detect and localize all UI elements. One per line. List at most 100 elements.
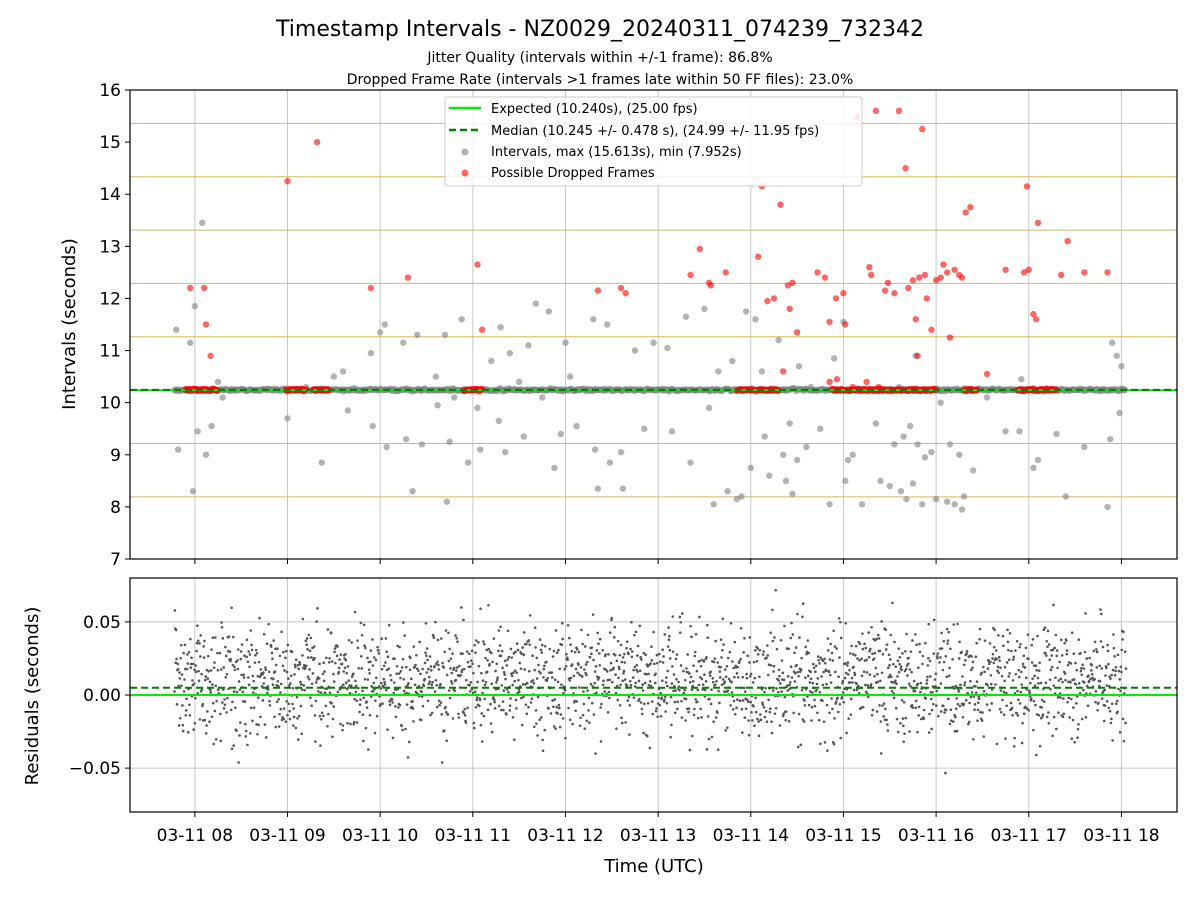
residual-point xyxy=(384,637,388,640)
residual-point xyxy=(279,691,282,694)
residual-point xyxy=(800,688,804,692)
residual-point xyxy=(197,679,201,683)
residual-point xyxy=(1113,655,1116,658)
residual-point xyxy=(829,673,832,677)
residual-point xyxy=(1094,700,1097,704)
residual-point xyxy=(927,731,931,734)
residual-point xyxy=(296,717,299,720)
residual-point xyxy=(177,684,180,688)
residual-point xyxy=(221,637,225,640)
residual-point xyxy=(738,660,741,663)
residual-point xyxy=(480,712,484,715)
residual-point xyxy=(746,700,750,704)
dropped-frame-point xyxy=(842,321,849,328)
residual-point xyxy=(793,651,796,655)
residual-point xyxy=(1106,643,1109,647)
residual-point xyxy=(502,708,505,712)
interval-point xyxy=(318,459,325,466)
residual-point xyxy=(490,651,493,655)
residual-point xyxy=(951,657,954,661)
residual-point xyxy=(676,700,680,703)
residual-point xyxy=(1050,654,1054,657)
intervals-y-axis-label: Intervals (seconds) xyxy=(59,238,80,410)
residual-point xyxy=(983,670,986,674)
x-tick-label: 03-11 18 xyxy=(1083,826,1159,846)
residual-point xyxy=(640,712,644,716)
dropped-frame-point xyxy=(478,326,486,333)
residual-point xyxy=(776,690,780,694)
residual-point xyxy=(377,652,381,655)
residual-point xyxy=(656,715,660,719)
interval-point xyxy=(886,482,893,490)
residual-point xyxy=(849,713,853,716)
residual-point xyxy=(402,621,405,624)
residual-point xyxy=(897,647,901,650)
residual-point xyxy=(444,629,448,632)
residual-point xyxy=(1116,653,1120,657)
residual-point xyxy=(294,665,297,669)
residual-point xyxy=(943,711,946,714)
residual-point xyxy=(430,683,434,686)
interval-point xyxy=(1113,352,1120,359)
residual-point xyxy=(465,678,468,682)
residual-point xyxy=(367,748,370,751)
residual-point xyxy=(1007,648,1010,652)
residual-point xyxy=(1109,721,1113,725)
residual-point xyxy=(915,643,918,647)
residual-point xyxy=(765,656,768,660)
residual-point xyxy=(607,690,611,694)
residual-point xyxy=(422,684,426,688)
residual-point xyxy=(999,689,1003,692)
interval-point xyxy=(173,326,180,333)
residual-point xyxy=(1122,630,1125,634)
residual-point xyxy=(747,719,750,722)
residual-point xyxy=(1032,699,1036,703)
residual-point xyxy=(926,664,930,667)
residual-point xyxy=(569,676,573,680)
residual-point xyxy=(1005,704,1009,708)
residual-point xyxy=(952,687,956,690)
residual-point xyxy=(318,714,322,718)
residual-point xyxy=(1039,681,1043,685)
residual-point xyxy=(763,715,767,719)
residual-point xyxy=(509,697,512,700)
intervals-y-tick-label: 13 xyxy=(99,237,121,257)
residual-point xyxy=(451,652,454,655)
residual-point xyxy=(998,707,1002,711)
residual-point xyxy=(636,644,640,648)
interval-point xyxy=(497,323,504,331)
residual-point xyxy=(735,672,739,675)
residual-point xyxy=(1013,736,1016,740)
residual-point xyxy=(508,709,511,712)
residual-point xyxy=(347,638,351,642)
interval-point xyxy=(872,420,880,427)
residual-point xyxy=(384,688,388,692)
residual-point xyxy=(703,673,706,676)
residual-point xyxy=(432,634,435,637)
residual-point xyxy=(396,644,399,648)
residual-point xyxy=(691,734,694,738)
residual-point xyxy=(952,623,956,626)
residual-point xyxy=(691,680,695,683)
residuals-y-tick-label: −0.05 xyxy=(69,759,121,779)
residual-point xyxy=(468,690,472,693)
residual-point xyxy=(411,700,414,703)
residual-point xyxy=(352,720,356,724)
interval-point xyxy=(464,459,472,466)
residual-point xyxy=(961,675,964,678)
residual-point xyxy=(188,703,191,707)
residual-point xyxy=(932,702,935,706)
residual-point xyxy=(684,697,688,701)
residual-point xyxy=(1094,690,1098,693)
residual-point xyxy=(445,739,449,743)
intervals-x-ticks xyxy=(194,559,1122,564)
residual-point xyxy=(178,671,181,674)
interval-point xyxy=(539,394,546,401)
residual-point xyxy=(561,717,565,720)
residual-point xyxy=(1045,654,1048,657)
residual-point xyxy=(213,709,217,713)
interval-point xyxy=(474,404,481,412)
residual-point xyxy=(264,666,267,669)
residual-point xyxy=(307,633,311,637)
